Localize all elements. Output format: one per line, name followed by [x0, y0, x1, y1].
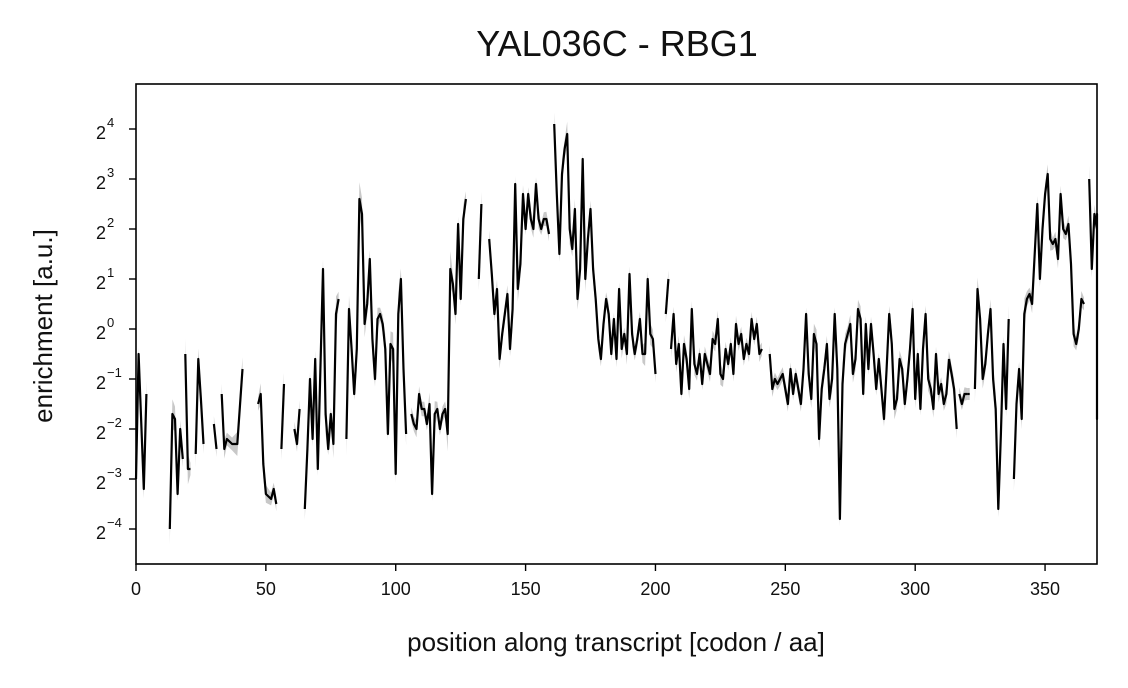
enrichment-line-segment: [1012, 172, 1085, 480]
y-axis-label: enrichment [a.u.]: [28, 229, 58, 423]
y-tick-label-exponent: 3: [107, 165, 114, 180]
enrichment-line-segment: [410, 198, 467, 496]
enrichment-line-segment: [184, 353, 191, 471]
enrichment-line-segment: [958, 392, 968, 406]
x-tick-label: 250: [770, 579, 800, 599]
enrichment-line-segment: [168, 412, 184, 530]
confidence-band-segment: [769, 299, 949, 527]
enrichment-line-segment: [768, 307, 951, 521]
enrichment-line-segment: [553, 123, 657, 375]
y-tick-label-exponent: −2: [107, 415, 122, 430]
plot-frame: [135, 83, 1098, 565]
x-tick-label: 200: [640, 579, 670, 599]
y-tick-label-exponent: 0: [107, 315, 114, 330]
y-tick-label-base: 2: [96, 373, 106, 393]
enrichment-line-segment: [477, 203, 483, 280]
y-tick-label-base: 2: [96, 123, 106, 143]
y-tick-label-exponent: 2: [107, 215, 114, 230]
enrichment-line-segment: [345, 197, 408, 476]
enrichment-line-segment: [280, 383, 286, 450]
enrichment-line-segment: [134, 352, 148, 491]
confidence-band-segment: [554, 112, 656, 383]
x-axis-label: position along transcript [codon / aa]: [407, 627, 825, 657]
y-tick-label-base: 2: [96, 523, 106, 543]
enrichment-line-segment: [293, 408, 301, 446]
x-tick-label: 350: [1030, 579, 1060, 599]
x-tick-label: 0: [131, 579, 141, 599]
enrichment-line-segment: [257, 392, 278, 505]
y-tick-label-base: 2: [96, 173, 106, 193]
confidence-band-segment: [411, 191, 466, 501]
x-tick-label: 50: [256, 579, 276, 599]
y-tick-label-exponent: 4: [107, 115, 114, 130]
x-tick-label: 300: [900, 579, 930, 599]
x-tick-label: 100: [381, 579, 411, 599]
y-tick-label-base: 2: [96, 423, 106, 443]
chart-title: YAL036C - RBG1: [476, 23, 757, 64]
y-tick-label-exponent: −3: [107, 465, 122, 480]
enrichment-line-segment: [220, 368, 244, 451]
enrichment-line-segment: [664, 278, 670, 315]
confidence-band-layer: [136, 112, 1097, 545]
x-tick-label: 150: [511, 579, 541, 599]
enrichment-line-segment: [669, 307, 763, 396]
y-tick-label-base: 2: [96, 223, 106, 243]
y-tick-label-base: 2: [96, 273, 106, 293]
y-tick-label-exponent: −4: [107, 515, 122, 530]
enrichment-line-segment: [194, 357, 205, 455]
series-line-layer: [134, 123, 1099, 530]
enrichment-line-segment: [947, 358, 958, 430]
y-tick-label-exponent: −1: [107, 365, 122, 380]
x-axis-ticks: 0 50 100 150 200 250 300 350: [131, 564, 1060, 599]
enrichment-line-segment: [303, 267, 340, 510]
enrichment-line-segment: [973, 287, 1010, 511]
y-tick-label-base: 2: [96, 473, 106, 493]
y-tick-label-base: 2: [96, 323, 106, 343]
y-tick-label-exponent: 1: [107, 265, 114, 280]
enrichment-line-segment: [212, 423, 218, 450]
enrichment-line-segment: [488, 182, 551, 361]
